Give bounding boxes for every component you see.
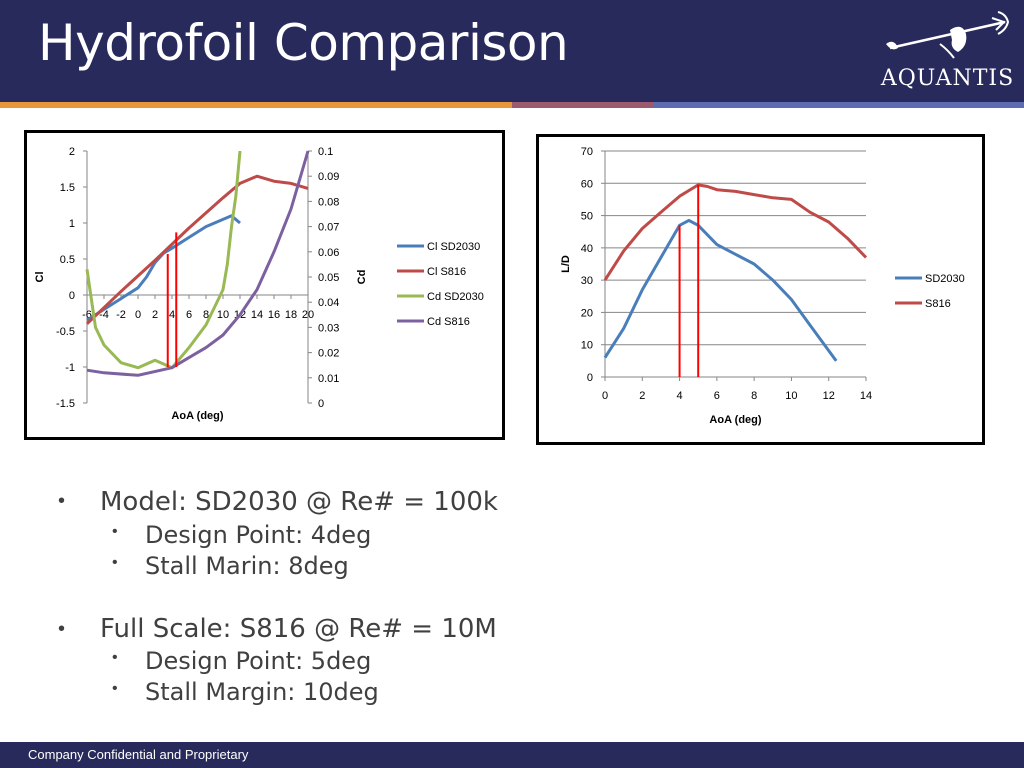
bullet-full-scale-item: Design Point: 5deg xyxy=(145,647,372,675)
y2-tick-label: 0.04 xyxy=(318,297,339,309)
header-stripe-blue xyxy=(654,102,1024,108)
header-stripe-mauve xyxy=(512,102,654,108)
series-line xyxy=(603,183,868,281)
y2-tick-label: 0.09 xyxy=(318,171,339,183)
x-tick-label: 6 xyxy=(186,309,192,321)
x-tick-label: 4 xyxy=(169,309,175,321)
y-tick-label: 0 xyxy=(587,372,593,384)
bullet-dot: • xyxy=(112,523,118,540)
y2-tick-label: 0.1 xyxy=(318,146,333,158)
y-tick-label: 60 xyxy=(581,178,593,190)
cl-cd-chart-frame: 2 1.5 1 0.5 0 -0.5 -1 -1.5 0.1 0.09 0.08 0.07 0.06 0.… xyxy=(24,130,505,440)
y-tick-label: -1.5 xyxy=(56,398,75,410)
bullet-full-scale-item: Stall Margin: 10deg xyxy=(145,678,379,706)
y2-tick-label: 0.07 xyxy=(318,222,339,234)
y-tick-label: 50 xyxy=(581,211,593,223)
x-tick-label: 2 xyxy=(639,390,645,402)
y-tick-label: 2 xyxy=(69,146,75,158)
y-tick-label: 0.5 xyxy=(60,254,75,266)
ld-chart-frame: 70 60 50 40 30 20 10 0 0 2 4 6 8 10 12 14 AoA (deg) L/D SD… xyxy=(536,134,985,445)
legend-label: Cd SD2030 xyxy=(427,291,484,303)
bullet-dot: • xyxy=(58,490,66,512)
x-tick-label: 10 xyxy=(785,390,797,402)
legend-label: Cl SD2030 xyxy=(427,241,480,253)
y-tick-label: 0 xyxy=(69,290,75,302)
x-tick-label: 0 xyxy=(135,309,141,321)
series-line xyxy=(603,218,838,362)
y2-axis-title: Cd xyxy=(356,270,368,285)
bullet-dot: • xyxy=(58,618,66,640)
y-tick-label: 1.5 xyxy=(60,182,75,194)
y-tick-label: 20 xyxy=(581,307,593,319)
legend-label: S816 xyxy=(925,298,951,310)
y2-tick-label: 0.08 xyxy=(318,196,339,208)
x-tick-label: 12 xyxy=(823,390,835,402)
x-tick-label: 8 xyxy=(751,390,757,402)
aquantis-logo: AQUANTIS xyxy=(880,8,1015,98)
y-axis-title: Cl xyxy=(34,272,46,283)
series-line xyxy=(85,150,242,370)
y2-tick-label: 0.05 xyxy=(318,272,339,284)
bullet-dot: • xyxy=(112,554,118,571)
legend-label: SD2030 xyxy=(925,273,965,285)
y-tick-label: -0.5 xyxy=(56,326,75,338)
x-tick-label: 4 xyxy=(677,390,683,402)
bullet-dot: • xyxy=(112,649,118,666)
y2-tick-label: 0 xyxy=(318,398,324,410)
y-tick-label: 70 xyxy=(581,146,593,158)
bullet-model: Model: SD2030 @ Re# = 100k xyxy=(100,487,498,517)
x-tick-label: 16 xyxy=(268,309,280,321)
x-tick-label: 18 xyxy=(285,309,297,321)
bullet-dot: • xyxy=(112,680,118,697)
trident-icon xyxy=(886,11,1010,59)
x-tick-label: 0 xyxy=(602,390,608,402)
x-tick-label: 10 xyxy=(217,309,229,321)
x-tick-label: -2 xyxy=(116,309,126,321)
y2-tick-label: 0.03 xyxy=(318,322,339,334)
x-tick-label: 8 xyxy=(203,309,209,321)
x-axis-title: AoA (deg) xyxy=(709,414,761,426)
x-tick-label: 20 xyxy=(302,309,314,321)
header-stripe-orange xyxy=(0,102,512,108)
legend-label: Cl S816 xyxy=(427,266,466,278)
y-tick-label: 30 xyxy=(581,275,593,287)
bullet-model-item: Stall Marin: 8deg xyxy=(145,552,349,580)
x-tick-label: 6 xyxy=(714,390,720,402)
y-tick-label: 10 xyxy=(581,340,593,352)
slide-footer: Company Confidential and Proprietary xyxy=(0,742,1024,768)
x-tick-label: -6 xyxy=(82,309,92,321)
y-tick-label: 40 xyxy=(581,243,593,255)
y-axis-title: L/D xyxy=(560,255,572,273)
x-tick-label: 14 xyxy=(251,309,263,321)
bullet-full-scale: Full Scale: S816 @ Re# = 10M xyxy=(100,614,497,644)
logo-text: AQUANTIS xyxy=(880,66,1015,91)
ld-chart: 70 60 50 40 30 20 10 00 2 4 6 8 10 12 14 AoA (deg) L/D SD… xyxy=(560,146,965,426)
slide-header: Hydrofoil Comparison AQUANTIS xyxy=(0,0,1024,102)
legend-label: Cd S816 xyxy=(427,316,470,328)
series-line xyxy=(86,150,310,377)
y-tick-label: 1 xyxy=(69,218,75,230)
x-tick-label: 2 xyxy=(152,309,158,321)
slide-title: Hydrofoil Comparison xyxy=(38,14,569,72)
y2-tick-label: 0.06 xyxy=(318,247,339,259)
cl-cd-chart: 2 1.5 1 0.5 0 -0.5 -1 -1.5 0.1 0.09 0.08 0.07 0.06 0.… xyxy=(34,146,484,422)
x-axis-title: AoA (deg) xyxy=(171,410,223,422)
footer-text: Company Confidential and Proprietary xyxy=(28,747,249,762)
series-line xyxy=(85,174,309,325)
bullet-model-item: Design Point: 4deg xyxy=(145,521,372,549)
x-tick-label: -4 xyxy=(99,309,109,321)
y2-tick-label: 0.02 xyxy=(318,348,339,360)
x-tick-label: 14 xyxy=(860,390,872,402)
y-tick-label: -1 xyxy=(65,362,75,374)
y2-tick-label: 0.01 xyxy=(318,373,339,385)
